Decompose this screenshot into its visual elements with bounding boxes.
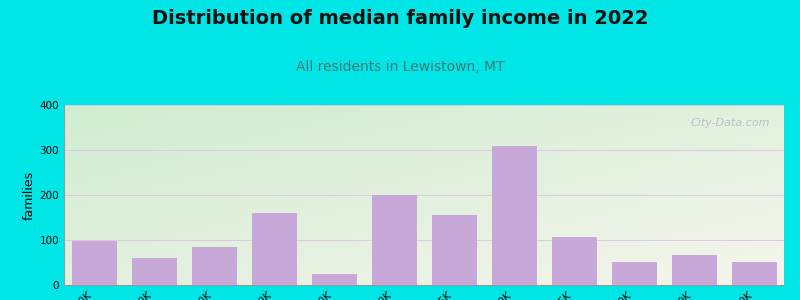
Bar xyxy=(131,258,177,285)
Bar xyxy=(71,241,117,285)
Bar xyxy=(191,247,237,285)
Bar xyxy=(431,215,477,285)
Y-axis label: families: families xyxy=(22,170,35,220)
Text: City-Data.com: City-Data.com xyxy=(690,118,770,128)
Bar xyxy=(611,262,657,285)
Text: Distribution of median family income in 2022: Distribution of median family income in … xyxy=(152,9,648,28)
Bar xyxy=(551,237,597,285)
Bar xyxy=(671,255,717,285)
Bar xyxy=(251,213,297,285)
Bar xyxy=(731,262,777,285)
Bar xyxy=(371,195,417,285)
Text: All residents in Lewistown, MT: All residents in Lewistown, MT xyxy=(296,60,504,74)
Bar xyxy=(311,274,357,285)
Bar xyxy=(491,146,537,285)
